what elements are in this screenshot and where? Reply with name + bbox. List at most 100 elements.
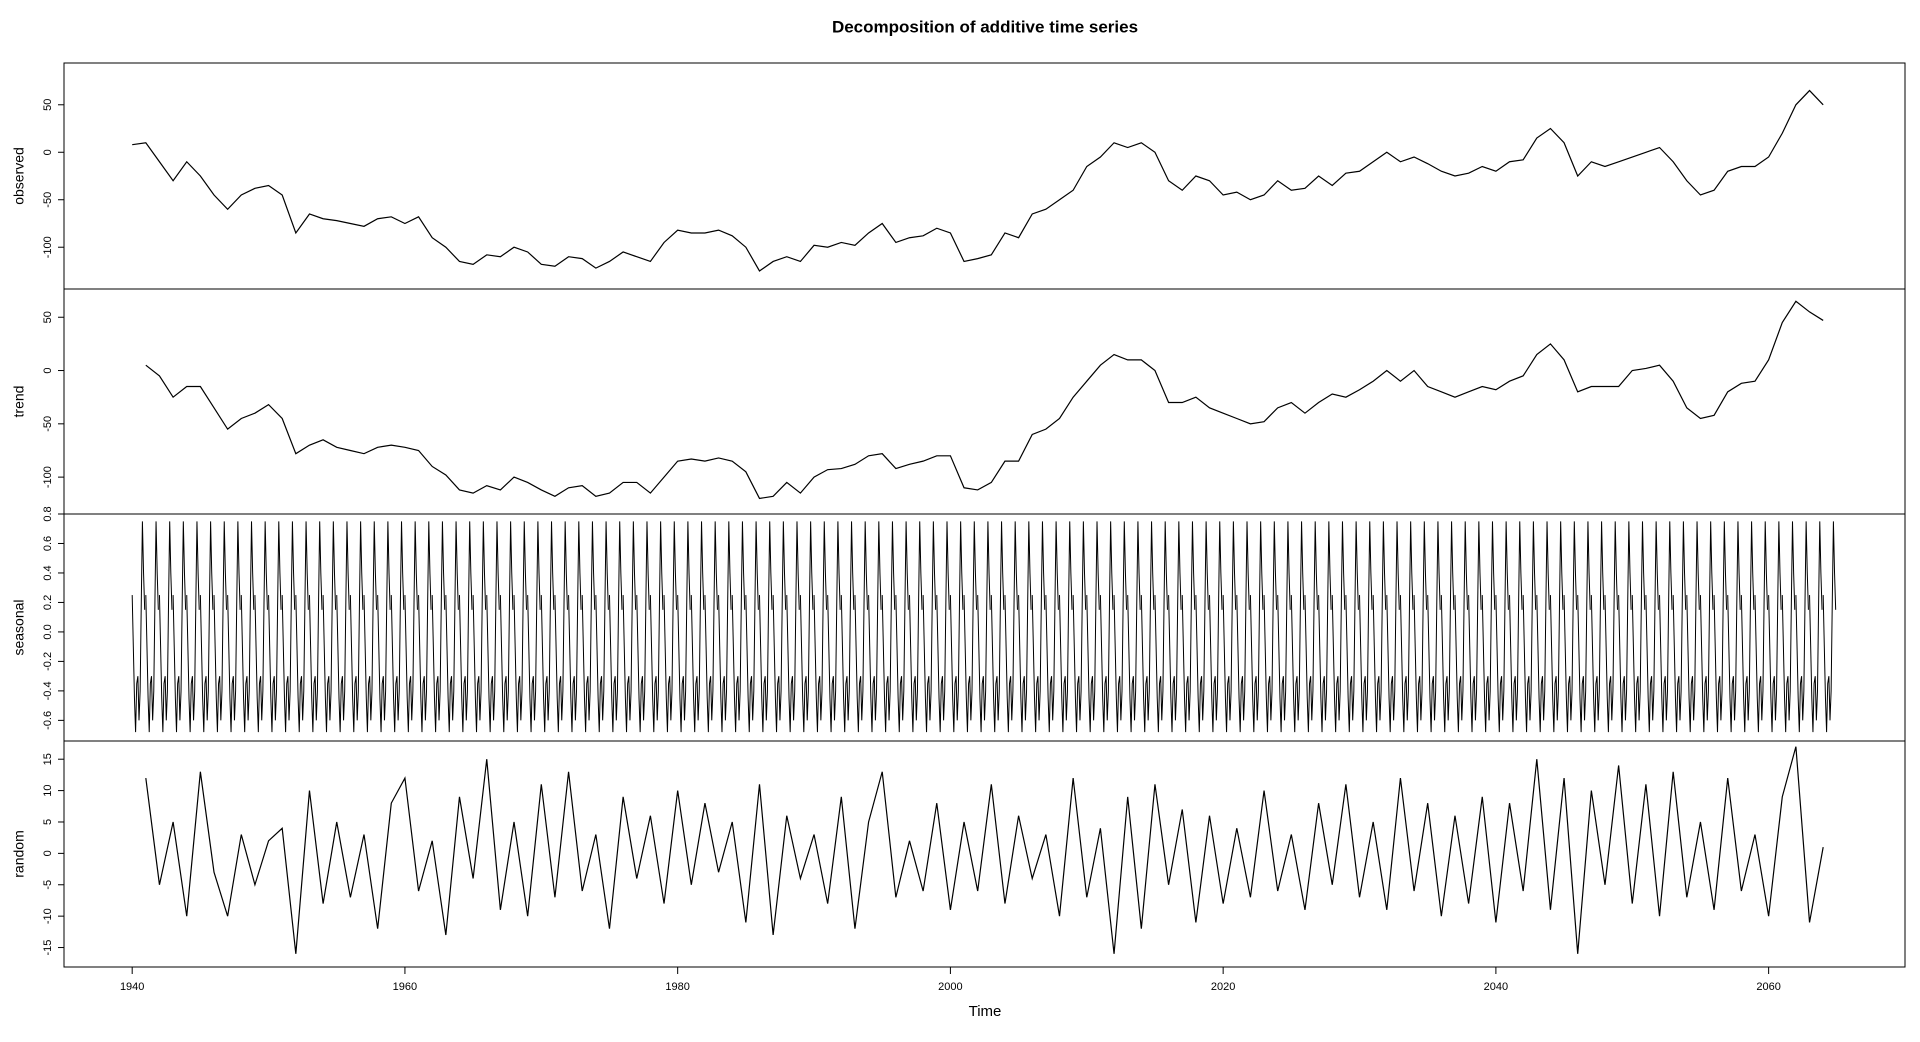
y-tick-label: 0.6 bbox=[42, 536, 54, 551]
seasonal-line bbox=[827, 521, 841, 733]
seasonal-line bbox=[336, 521, 350, 733]
seasonal-line bbox=[131, 521, 146, 733]
seasonal-line bbox=[254, 521, 268, 733]
seasonal-line bbox=[1345, 521, 1359, 733]
x-tick-label: 1960 bbox=[393, 981, 417, 993]
seasonal-line bbox=[172, 521, 187, 733]
y-tick-label: -50 bbox=[42, 192, 54, 208]
seasonal-line bbox=[1549, 521, 1564, 733]
x-tick-label: 1940 bbox=[120, 981, 144, 993]
seasonal-line bbox=[295, 521, 309, 733]
seasonal-line bbox=[1509, 521, 1523, 733]
seasonal-line bbox=[1140, 521, 1155, 733]
seasonal-line bbox=[268, 521, 282, 733]
y-tick-label: -0.4 bbox=[42, 681, 54, 700]
seasonal-line bbox=[1590, 521, 1605, 733]
seasonal-line bbox=[840, 521, 855, 733]
x-tick-label: 2060 bbox=[1756, 981, 1780, 993]
seasonal-line bbox=[445, 521, 459, 733]
seasonal-line bbox=[990, 521, 1005, 733]
seasonal-line bbox=[922, 521, 937, 733]
seasonal-line bbox=[1399, 521, 1414, 733]
panel-frame bbox=[63, 62, 1906, 290]
seasonal-line bbox=[745, 521, 759, 733]
seasonal-line bbox=[1631, 521, 1646, 733]
seasonal-line bbox=[1331, 521, 1346, 733]
seasonal-line bbox=[581, 521, 596, 733]
seasonal-line bbox=[322, 521, 337, 733]
seasonal-line bbox=[799, 521, 814, 733]
seasonal-line bbox=[949, 521, 964, 733]
seasonal-line bbox=[813, 521, 828, 733]
y-tick-label: 10 bbox=[42, 784, 54, 796]
seasonal-line bbox=[1563, 521, 1578, 733]
seasonal-line bbox=[1481, 521, 1496, 733]
y-tick-label: 50 bbox=[42, 311, 54, 323]
seasonal-line bbox=[1809, 521, 1823, 733]
seasonal-line bbox=[854, 521, 868, 733]
seasonal-line bbox=[1304, 521, 1318, 733]
seasonal-line bbox=[1768, 521, 1782, 733]
seasonal-line bbox=[513, 521, 528, 733]
seasonal-line bbox=[1659, 521, 1673, 733]
y-tick-label: -50 bbox=[42, 416, 54, 432]
seasonal-line bbox=[227, 521, 241, 733]
seasonal-line bbox=[1440, 521, 1455, 733]
y-tick-label: -0.2 bbox=[42, 652, 54, 671]
seasonal-line bbox=[690, 521, 705, 733]
seasonal-line bbox=[786, 521, 800, 733]
seasonal-line bbox=[486, 521, 500, 733]
x-tick-label: 2020 bbox=[1211, 981, 1235, 993]
seasonal-line bbox=[1468, 521, 1482, 733]
seasonal-line bbox=[1754, 521, 1768, 733]
y-tick-label: 50 bbox=[42, 99, 54, 111]
seasonal-line bbox=[186, 521, 200, 733]
seasonal-line bbox=[1045, 521, 1059, 733]
seasonal-line bbox=[1249, 521, 1264, 733]
seasonal-line bbox=[1672, 521, 1687, 733]
seasonal-line bbox=[540, 521, 555, 733]
seasonal-line bbox=[772, 521, 787, 733]
seasonal-line bbox=[868, 521, 882, 733]
seasonal-line bbox=[1604, 521, 1618, 733]
seasonal-line bbox=[1031, 521, 1046, 733]
y-tick-label: 0.0 bbox=[42, 624, 54, 639]
seasonal-line bbox=[677, 521, 691, 733]
seasonal-line bbox=[731, 521, 746, 733]
seasonal-line bbox=[472, 521, 487, 733]
series-line bbox=[145, 746, 1824, 954]
seasonal-line bbox=[1086, 521, 1100, 733]
seasonal-line bbox=[1740, 521, 1755, 733]
seasonal-line bbox=[1795, 521, 1809, 733]
y-tick-label: 0.8 bbox=[42, 506, 54, 521]
seasonal-line bbox=[349, 521, 364, 733]
y-tick-label: 5 bbox=[42, 819, 54, 825]
y-tick-label: 15 bbox=[42, 753, 54, 765]
seasonal-line bbox=[199, 521, 214, 733]
seasonal-line bbox=[281, 521, 296, 733]
seasonal-line bbox=[1359, 521, 1373, 733]
seasonal-line bbox=[895, 521, 909, 733]
seasonal-line bbox=[718, 521, 732, 733]
x-tick-label: 2040 bbox=[1484, 981, 1508, 993]
y-tick-label: -100 bbox=[42, 466, 54, 488]
chart-title: Decomposition of additive time series bbox=[832, 17, 1138, 36]
seasonal-line bbox=[1454, 521, 1468, 733]
seasonal-line bbox=[308, 521, 323, 733]
seasonal-line bbox=[418, 521, 432, 733]
y-tick-label: -100 bbox=[42, 236, 54, 258]
seasonal-line bbox=[458, 521, 473, 733]
seasonal-line bbox=[1495, 521, 1509, 733]
seasonal-line bbox=[881, 521, 896, 733]
seasonal-line bbox=[1318, 521, 1332, 733]
seasonal-line bbox=[1113, 521, 1128, 733]
seasonal-line bbox=[431, 521, 446, 733]
seasonal-line bbox=[636, 521, 650, 733]
seasonal-line bbox=[1577, 521, 1591, 733]
seasonal-line bbox=[1618, 521, 1632, 733]
series-line bbox=[145, 300, 1824, 500]
seasonal-line bbox=[377, 521, 391, 733]
panel-frame bbox=[63, 740, 1906, 968]
y-axis-label: trend bbox=[11, 386, 27, 418]
